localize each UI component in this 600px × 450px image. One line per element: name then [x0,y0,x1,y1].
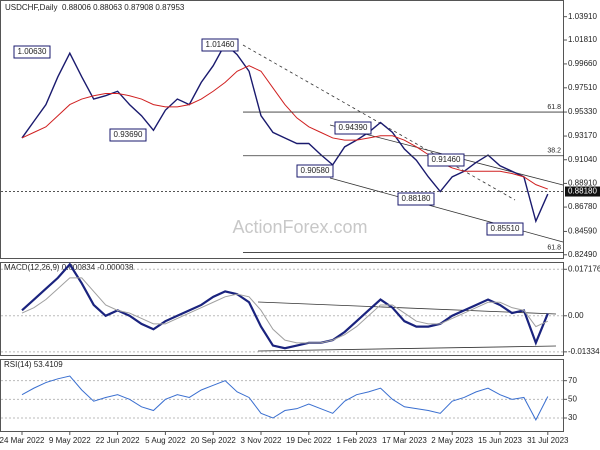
series-line [21,262,549,350]
annotation-label: 0.90580 [301,166,330,175]
x-tick-label: 24 Mar 2022 [0,436,45,445]
y-tick-label: -0.01334 [568,347,600,356]
annotation-label: 0.93690 [114,130,143,139]
y-tick-label: 1.01810 [568,35,597,44]
x-tick-label: 5 Aug 2022 [145,436,186,445]
annotation-box [427,153,465,167]
annotation-box [334,121,372,135]
annotation-label: 1.01460 [206,40,235,49]
x-tick-label: 19 Dec 2022 [286,436,332,445]
y-tick-label: 0.91040 [568,155,597,164]
trend-lines [242,44,516,201]
y-tick-label: 0.99660 [568,59,597,68]
macd-panel [0,262,564,356]
macd-title: MACD(12,26,9) 0.000834 -0.000038 [4,263,134,272]
y-tick-label: 0.017176 [568,264,600,273]
series-line [21,375,549,421]
y-tick-label: 0.84590 [568,227,597,236]
series-line [21,65,548,190]
annotation-label: 0.85510 [491,224,520,233]
y-tick-label: 0.93170 [568,131,597,140]
y-tick-label: 0.95330 [568,107,597,116]
y-tick-label: 1.03910 [568,12,597,21]
x-tick-label: 9 May 2022 [49,436,91,445]
annotation-box [109,128,147,142]
x-tick-label: 22 Jun 2022 [96,436,141,445]
y-tick-label: 0.88910 [568,179,597,188]
y-tick-label: 0.86780 [568,202,597,211]
x-tick-label: 3 Nov 2022 [241,436,282,445]
annotation-label: 0.88180 [402,194,431,203]
price-panel [0,0,564,259]
annotation-label: 0.94390 [339,123,368,132]
subtitle: 0.88006 0.88063 0.87908 0.87953 [62,3,185,12]
series-line [21,277,549,344]
fib-label: 61.8 [547,244,561,251]
x-tick-label: 2 May 2023 [431,436,473,445]
rsi-panel [0,359,564,432]
y-tick-label: 0.00 [568,311,584,320]
y-tick-label: 50 [568,394,577,403]
rsi-title: RSI(14) 53.4109 [4,360,63,369]
annotation-box [201,38,239,52]
y-tick-label: 30 [568,413,577,422]
current-box [565,186,600,197]
watermark: ActionForex.com [232,217,367,237]
y-tick-label: 0.82490 [568,250,597,259]
annotation-label: 0.91460 [432,155,461,164]
x-tick-label: 20 Sep 2022 [191,436,237,445]
annotation-box [486,222,524,236]
series-line [21,42,549,224]
fib-label: 61.8 [547,104,561,111]
fib-label: 38.2 [547,148,561,155]
x-tick-label: 15 Jun 2023 [478,436,523,445]
x-tick-label: 1 Feb 2023 [336,436,377,445]
x-tick-label: 17 Mar 2023 [382,436,427,445]
y-tick-label: 70 [568,376,577,385]
x-tick-label: 31 Jul 2023 [527,436,569,445]
current-label: 0.88180 [568,187,597,196]
annotation-box [397,192,435,206]
annotation-box [13,45,51,59]
title: USDCHF,Daily [5,3,57,12]
y-tick-label: 0.97510 [568,83,597,92]
annotation-box [296,164,334,178]
annotation-label: 1.00630 [18,47,47,56]
